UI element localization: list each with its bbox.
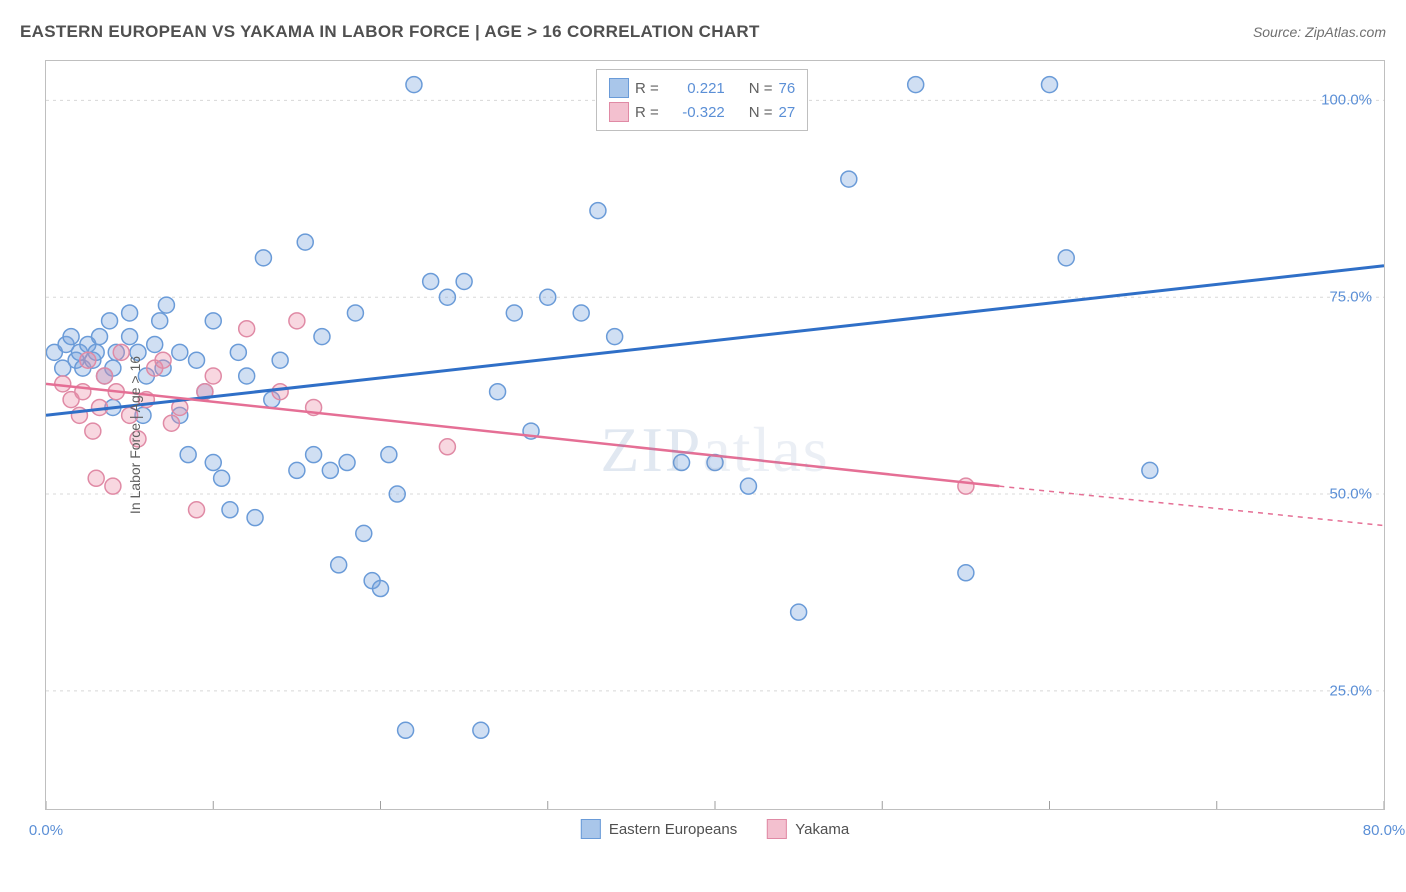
y-tick-label: 25.0%	[1329, 682, 1372, 699]
r-value-0: 0.221	[665, 80, 725, 97]
legend-row-eastern: R = 0.221 N = 76	[609, 76, 795, 100]
x-tick-label: 80.0%	[1363, 822, 1406, 839]
r-label-0: R =	[635, 80, 659, 97]
y-tick-label: 50.0%	[1329, 486, 1372, 503]
swatch-eastern	[609, 78, 629, 98]
n-label-1: N =	[749, 104, 773, 121]
chart-svg	[46, 61, 1384, 809]
legend-item-eastern: Eastern Europeans	[581, 819, 737, 839]
n-value-0: 76	[779, 80, 796, 97]
r-value-1: -0.322	[665, 104, 725, 121]
r-label-1: R =	[635, 104, 659, 121]
legend-row-yakama: R = -0.322 N = 27	[609, 100, 795, 124]
n-label-0: N =	[749, 80, 773, 97]
correlation-legend: R = 0.221 N = 76 R = -0.322 N = 27	[596, 69, 808, 131]
y-tick-label: 75.0%	[1329, 289, 1372, 306]
title-bar: EASTERN EUROPEAN VS YAKAMA IN LABOR FORC…	[20, 18, 1386, 46]
x-tick-label: 0.0%	[29, 822, 63, 839]
swatch-yakama-icon	[767, 819, 787, 839]
source-label: Source: ZipAtlas.com	[1253, 24, 1386, 40]
chart-container: EASTERN EUROPEAN VS YAKAMA IN LABOR FORC…	[0, 0, 1406, 892]
swatch-yakama	[609, 102, 629, 122]
n-value-1: 27	[779, 104, 796, 121]
swatch-eastern-icon	[581, 819, 601, 839]
y-axis-label: In Labor Force | Age > 16	[127, 356, 143, 514]
plot-area: In Labor Force | Age > 16 ZIPatlas R = 0…	[45, 60, 1385, 810]
legend-label-eastern: Eastern Europeans	[609, 821, 737, 838]
chart-title: EASTERN EUROPEAN VS YAKAMA IN LABOR FORC…	[20, 22, 760, 42]
legend-label-yakama: Yakama	[795, 821, 849, 838]
series-legend: Eastern Europeans Yakama	[581, 819, 849, 839]
y-tick-label: 100.0%	[1321, 92, 1372, 109]
legend-item-yakama: Yakama	[767, 819, 849, 839]
